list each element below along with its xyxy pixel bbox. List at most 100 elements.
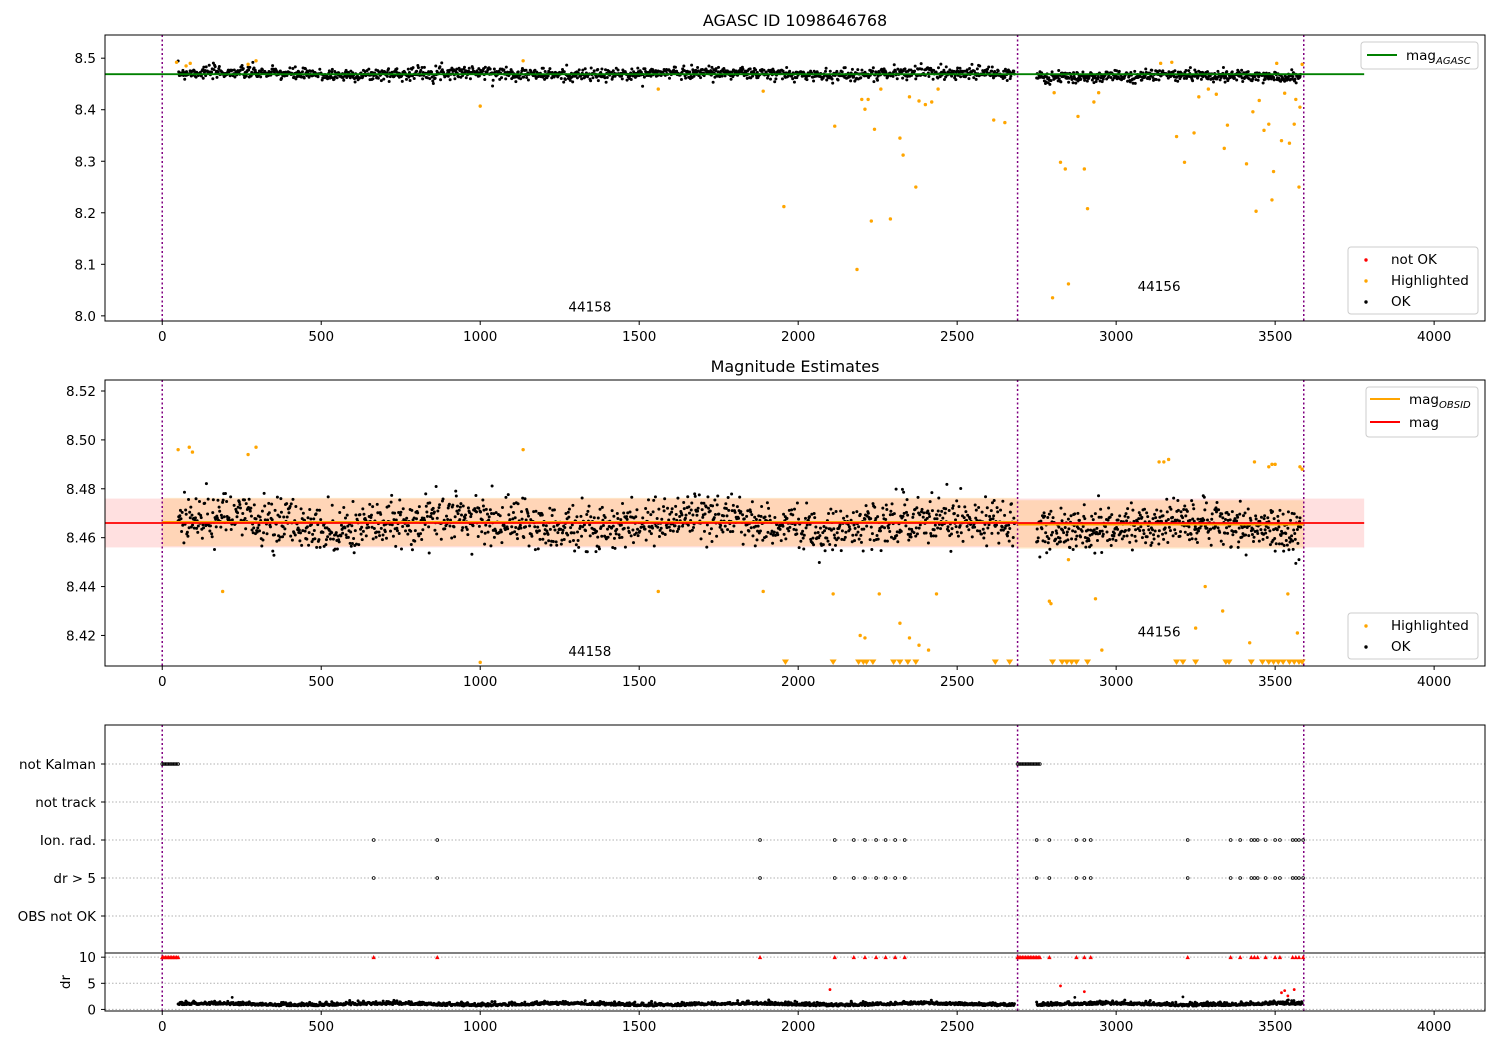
magnitude-ok-point (906, 513, 910, 517)
magnitude-ok-point (855, 510, 859, 514)
agasc-ok-point (805, 78, 809, 82)
agasc-ok-point (453, 77, 457, 81)
agasc-ok-point (440, 61, 444, 65)
magnitude-ok-point (999, 508, 1003, 512)
magnitude-ok-point (500, 541, 504, 545)
magnitude-ok-point (782, 532, 786, 536)
magnitude-ok-point (851, 511, 855, 515)
magnitude-ok-point (1181, 516, 1185, 520)
magnitude-ok-point (470, 552, 474, 556)
magnitude-ok-point (580, 496, 584, 500)
magnitude-ok-point (372, 526, 376, 530)
magnitude-ok-point (387, 504, 391, 508)
agasc-ok-point (488, 67, 492, 71)
magnitude-ok-point (1005, 534, 1009, 538)
magnitude-ok-point (1137, 517, 1141, 521)
agasc-ok-point (434, 64, 438, 68)
magnitude-ok-point (926, 541, 930, 545)
magnitude-highlighted-point (1286, 592, 1290, 596)
magnitude-ok-point (244, 527, 248, 531)
magnitude-ok-point (649, 532, 653, 536)
agasc-y-tick-label-5: 8.5 (75, 51, 96, 67)
magnitude-x-tick-label-1500: 1500 (622, 674, 656, 690)
magnitude-ok-point (1161, 532, 1165, 536)
agasc-ok-point (596, 79, 600, 83)
magnitude-ok-point (541, 523, 545, 527)
magnitude-ok-point (918, 513, 922, 517)
magnitude-highlighted-point (254, 445, 258, 449)
magnitude-ok-point (281, 535, 285, 539)
magnitude-ok-point (802, 533, 806, 537)
magnitude-ok-point (524, 525, 528, 529)
magnitude-ok-point (371, 505, 375, 509)
agasc-ok-point (520, 67, 524, 71)
magnitude-ok-point (1154, 516, 1158, 520)
magnitude-ok-point (1177, 519, 1181, 523)
agasc-ok-point (379, 79, 383, 83)
magnitude-ok-point (1123, 514, 1127, 518)
agasc-highlighted-point (1214, 92, 1219, 96)
magnitude-ok-point (537, 529, 541, 533)
magnitude-ok-point (232, 503, 236, 507)
magnitude-ok-point (978, 529, 982, 533)
magnitude-ok-point (193, 516, 197, 520)
agasc-highlighted-point (860, 97, 864, 102)
magnitude-ok-point (267, 511, 271, 515)
magnitude-highlighted-point (1093, 597, 1098, 601)
magnitude-ok-point (1139, 525, 1143, 529)
magnitude-highlighted-point (1162, 460, 1166, 464)
magnitude-ok-point (1122, 534, 1126, 538)
magnitude-ok-point (991, 517, 995, 521)
magnitude-ok-point (445, 514, 449, 518)
magnitude-ok-point (202, 526, 206, 530)
magnitude-ok-point (515, 537, 519, 541)
magnitude-ok-point (803, 516, 807, 520)
magnitude-x-tick-label-4000: 4000 (1417, 674, 1451, 690)
magnitude-ok-point (1178, 534, 1182, 538)
agasc-ok-point (433, 76, 437, 80)
magnitude-ok-point (622, 511, 626, 515)
agasc-highlighted-point (1300, 62, 1304, 67)
magnitude-ok-point (210, 532, 214, 536)
magnitude-highlighted-point (858, 633, 862, 638)
magnitude-ok-point (738, 495, 742, 499)
magnitude-ok-point (1162, 537, 1166, 541)
agasc-ok-point (1221, 65, 1225, 69)
agasc-highlighted-point (1254, 209, 1258, 213)
magnitude-ok-point (1080, 529, 1084, 533)
magnitude-ok-point (726, 495, 730, 499)
magnitude-ok-point (184, 512, 188, 516)
agasc-ok-point (1148, 77, 1152, 81)
magnitude-ok-point (588, 534, 592, 538)
magnitude-ok-point (459, 502, 463, 506)
magnitude-ok-point (461, 526, 465, 530)
magnitude-ok-point (260, 544, 264, 548)
magnitude-ok-point (715, 534, 719, 538)
magnitude-ok-point (477, 524, 481, 528)
magnitude-ok-point (458, 518, 462, 522)
magnitude-ok-point (1295, 527, 1299, 531)
agasc-ok-point (467, 66, 471, 70)
magnitude-ok-point (911, 512, 915, 516)
agasc-ok-point (252, 66, 256, 70)
magnitude-ok-point (1259, 528, 1263, 532)
magnitude-ok-point (374, 535, 378, 539)
agasc-ok-point (462, 65, 466, 69)
magnitude-ok-point (526, 514, 530, 518)
magnitude-ok-point (483, 531, 487, 535)
magnitude-ok-point (832, 533, 836, 537)
magnitude-ok-point (916, 495, 920, 499)
magnitude-ok-point (1071, 529, 1075, 533)
magnitude-ok-point (1292, 512, 1296, 516)
agasc-highlighted-point (1066, 282, 1071, 286)
agasc-ok-point (293, 65, 297, 69)
magnitude-ok-point (606, 535, 610, 539)
agasc-ok-point (1216, 69, 1220, 73)
magnitude-ok-point (211, 511, 215, 515)
magnitude-ok-point (218, 509, 222, 513)
agasc-ok-point (415, 69, 419, 73)
magnitude-ok-point (225, 500, 229, 504)
magnitude-ok-point (750, 513, 754, 517)
magnitude-ok-point (868, 538, 872, 542)
magnitude-ok-point (1049, 509, 1053, 513)
